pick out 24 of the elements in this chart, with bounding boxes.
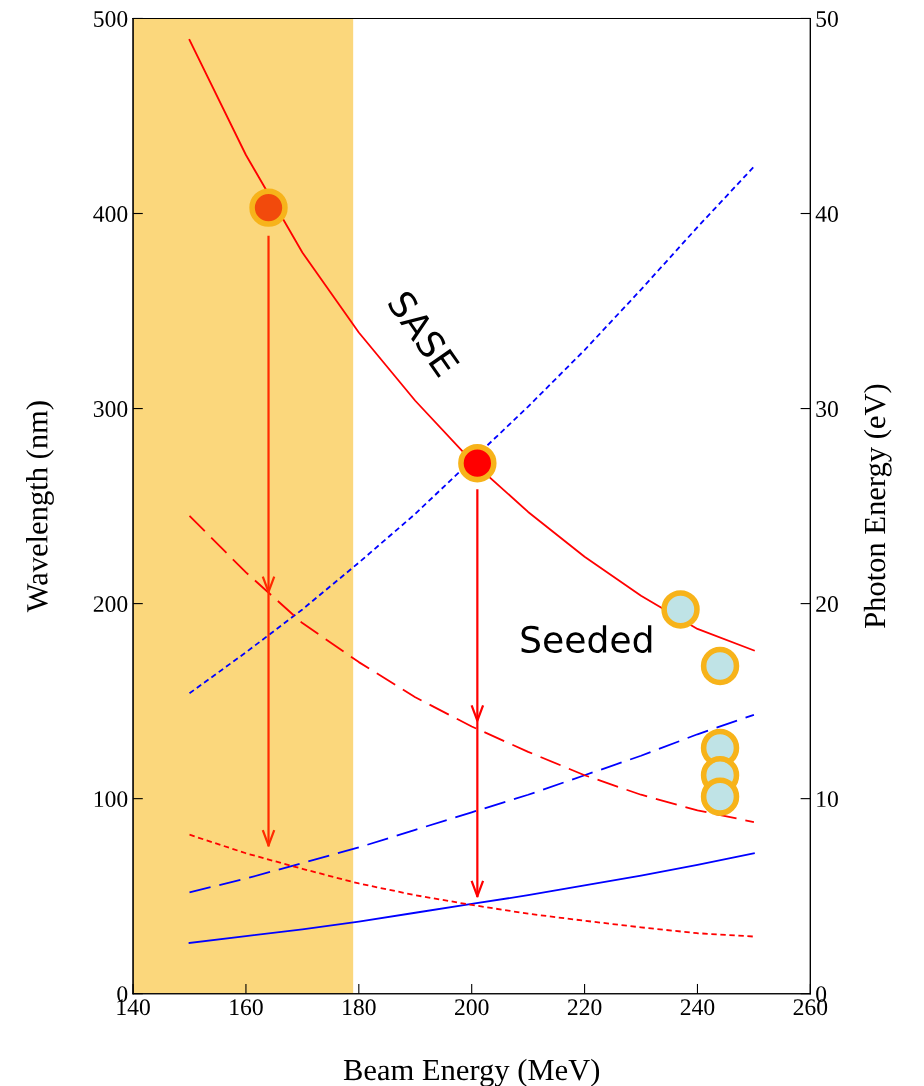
x-tick-label: 180 (343, 999, 376, 1016)
y2-axis-title: Photon Energy (eV) (863, 384, 892, 628)
x-tick-label: 200 (455, 999, 489, 1016)
x-tick-label: 160 (230, 999, 263, 1016)
x-tick-label: 220 (567, 999, 602, 1016)
y2-tick-label: 30 (816, 401, 838, 417)
x-axis-title: Beam Energy (MeV) (343, 1058, 600, 1086)
x-tick-label: 240 (680, 999, 715, 1016)
line-series (188, 165, 755, 695)
y2-tick-label: 50 (816, 10, 838, 27)
y-axis-title: Wavelength (nm) (26, 401, 54, 613)
annotation: Seeded (521, 625, 652, 654)
line-series (188, 833, 755, 938)
y-tick-label: 100 (94, 791, 128, 808)
y-tick-label: 500 (94, 10, 128, 27)
y-tick-label: 400 (93, 206, 128, 222)
y2-tick-label: 10 (817, 791, 838, 808)
line-series (188, 852, 755, 944)
y-tick-label: 300 (93, 401, 128, 417)
y2-tick-label: 20 (816, 596, 838, 613)
line-series (188, 39, 755, 652)
y-tick-label: 200 (93, 596, 128, 613)
line-series (188, 713, 755, 894)
y2-tick-label: 40 (815, 206, 838, 222)
